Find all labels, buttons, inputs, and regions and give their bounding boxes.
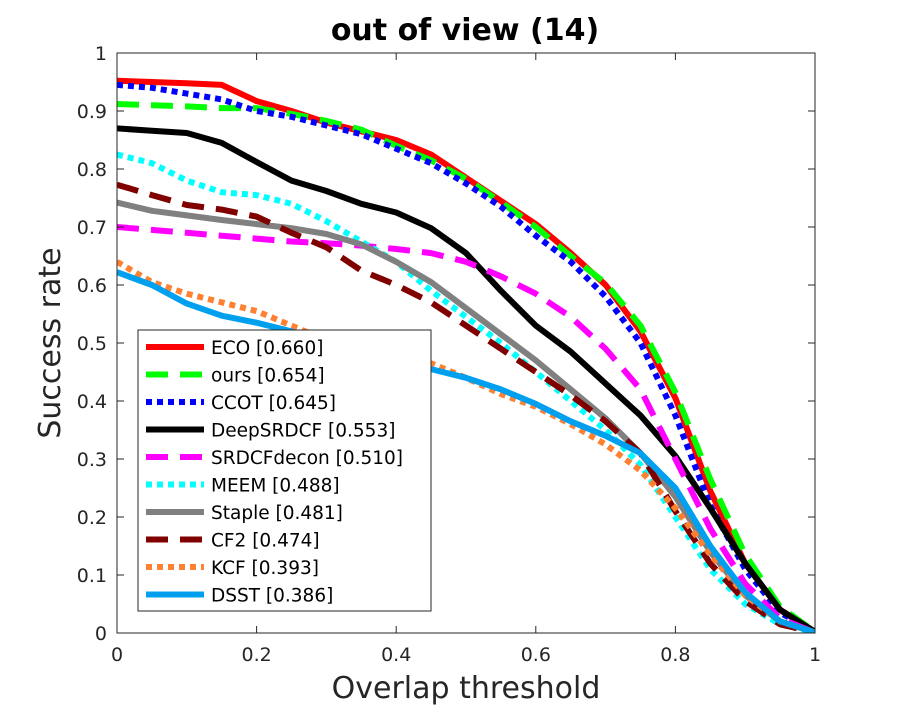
legend-label-1: ours [0.654] — [211, 366, 325, 387]
y-tick-label: 0.8 — [77, 159, 107, 181]
series-line-8 — [117, 259, 815, 633]
series-line-5 — [117, 151, 815, 633]
legend-label-3: DeepSRDCF [0.553] — [211, 421, 395, 442]
series-line-6 — [117, 199, 815, 633]
y-tick-label: 0.4 — [77, 391, 107, 413]
legend-label-7: CF2 [0.474] — [211, 531, 320, 552]
legend-label-6: Staple [0.481] — [211, 503, 343, 524]
series-line-9 — [117, 269, 815, 633]
axis-ticks: 0 0.2 0.4 0.6 0.8 1 0 0.1 0.2 0.3 0.4 0.5 0.6 0.7 0.8 0… — [77, 43, 821, 666]
x-tick-label: 0 — [111, 644, 123, 666]
legend-label-9: DSST [0.386] — [211, 586, 333, 607]
x-tick-label: 0.2 — [241, 644, 271, 666]
y-tick-label: 0.1 — [77, 565, 107, 587]
y-tick-label: 0 — [95, 623, 107, 645]
y-axis-label: Success rate — [33, 247, 68, 438]
series-line-1 — [117, 101, 815, 633]
x-tick-label: 0.4 — [381, 644, 411, 666]
y-tick-label: 0.2 — [77, 507, 107, 529]
series-line-4 — [117, 224, 815, 633]
legend-label-8: KCF [0.393] — [211, 558, 319, 579]
y-tick-label: 0.5 — [77, 333, 107, 355]
x-tick-label: 1 — [809, 644, 821, 666]
x-axis-label: Overlap threshold — [332, 671, 601, 706]
chart-title: out of view (14) — [331, 13, 599, 48]
y-tick-label: 0.3 — [77, 449, 107, 471]
legend-label-5: MEEM [0.488] — [211, 476, 340, 497]
y-tick-label: 0.7 — [77, 217, 107, 239]
legend-label-4: SRDCFdecon [0.510] — [211, 448, 403, 469]
series-line-3 — [117, 125, 815, 633]
x-tick-label: 0.8 — [660, 644, 690, 666]
series-line-2 — [117, 81, 815, 633]
y-tick-label: 0.6 — [77, 275, 107, 297]
legend-label-0: ECO [0.660] — [211, 338, 323, 359]
legend-label-2: CCOT [0.645] — [211, 393, 336, 414]
x-tick-label: 0.6 — [521, 644, 551, 666]
y-tick-label: 0.9 — [77, 101, 107, 123]
y-tick-label: 1 — [95, 43, 107, 65]
legend: ECO [0.660] ours [0.654] CCOT [0.645] DeepS… — [137, 329, 432, 612]
series-group — [117, 77, 815, 633]
series-line-7 — [117, 181, 815, 633]
